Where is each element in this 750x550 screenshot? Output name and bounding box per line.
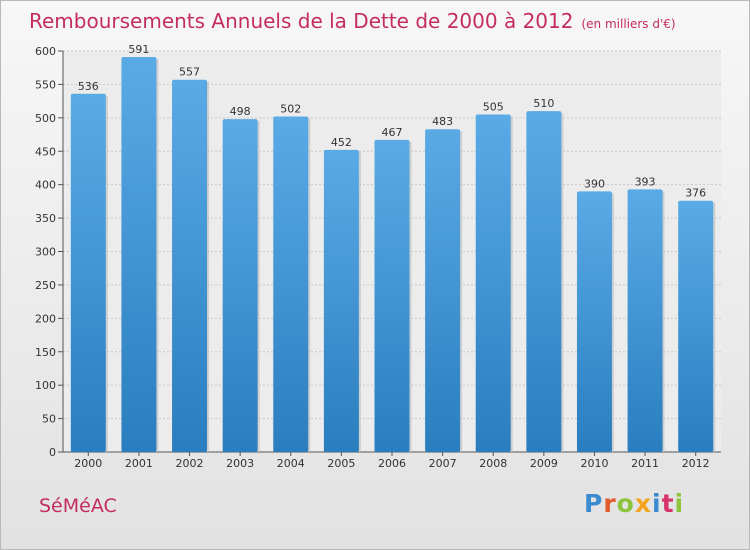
y-tick-label: 500 [35, 112, 56, 125]
bar-2012 [678, 200, 714, 452]
bar-2007 [425, 129, 461, 452]
x-tick-label-2007: 2007 [429, 457, 457, 470]
x-tick-label-2000: 2000 [74, 457, 102, 470]
y-tick-label: 100 [35, 379, 56, 392]
bar-2006 [374, 139, 410, 452]
logo-letter: i [652, 489, 662, 518]
bar-2005 [323, 149, 359, 452]
bar-2000 [70, 93, 106, 453]
x-tick-label-2010: 2010 [580, 457, 608, 470]
value-label-2001: 591 [128, 43, 149, 56]
x-tick-label-2012: 2012 [682, 457, 710, 470]
y-tick-label: 450 [35, 145, 56, 158]
commune-name: SéMéAC [39, 495, 117, 517]
x-tick-label-2002: 2002 [176, 457, 204, 470]
bar-2010 [576, 191, 612, 452]
x-tick-label-2004: 2004 [277, 457, 305, 470]
x-tick-label-2008: 2008 [479, 457, 507, 470]
logo-letter: r [603, 489, 617, 518]
labels: 0 50 100 150 200 250 300 350 400 450 500 550 600 536 2… [35, 43, 710, 470]
logo-letter: x [634, 489, 652, 518]
bar-2011 [627, 189, 663, 452]
bar-2003 [222, 119, 258, 453]
x-tick-label-2006: 2006 [378, 457, 406, 470]
x-tick-label-2009: 2009 [530, 457, 558, 470]
value-label-2002: 557 [179, 66, 200, 79]
y-tick-label: 150 [35, 346, 56, 359]
value-label-2004: 502 [280, 102, 301, 115]
chart-title-text: Remboursements Annuels de la Dette de 20… [29, 9, 574, 33]
chart-subtitle: (en milliers d'€) [581, 17, 676, 31]
value-label-2006: 467 [382, 126, 403, 139]
proxiti-logo: Proxiti [584, 489, 684, 518]
y-tick-label: 350 [35, 212, 56, 225]
logo-letter: o [616, 489, 635, 518]
bar-2002 [172, 79, 208, 452]
x-tick-label-2011: 2011 [631, 457, 659, 470]
bars [70, 57, 716, 453]
logo-letter: i [674, 489, 685, 518]
y-tick-label: 200 [35, 312, 56, 325]
y-tick-label: 550 [35, 78, 56, 91]
bar-2009 [526, 111, 562, 453]
value-label-2003: 498 [230, 105, 251, 118]
bar-2004 [273, 116, 309, 452]
value-label-2008: 505 [483, 100, 504, 113]
value-label-2000: 536 [78, 80, 99, 93]
logo-letter: P [584, 489, 604, 518]
x-tick-label-2005: 2005 [327, 457, 355, 470]
value-label-2005: 452 [331, 136, 352, 149]
y-tick-label: 250 [35, 279, 56, 292]
chart-title: Remboursements Annuels de la Dette de 20… [29, 9, 676, 33]
value-label-2010: 390 [584, 177, 605, 190]
value-label-2011: 393 [635, 175, 656, 188]
x-tick-label-2003: 2003 [226, 457, 254, 470]
value-label-2012: 376 [685, 187, 706, 200]
value-label-2009: 510 [533, 97, 554, 110]
y-tick-label: 300 [35, 246, 56, 259]
y-tick-label: 600 [35, 45, 56, 58]
y-tick-label: 50 [42, 413, 56, 426]
logo-letter: t [661, 489, 675, 518]
bar-2001 [121, 57, 157, 452]
value-label-2007: 483 [432, 115, 453, 128]
bar-2008 [475, 114, 511, 452]
x-tick-label-2001: 2001 [125, 457, 153, 470]
y-tick-label: 0 [49, 446, 56, 459]
y-tick-label: 400 [35, 179, 56, 192]
